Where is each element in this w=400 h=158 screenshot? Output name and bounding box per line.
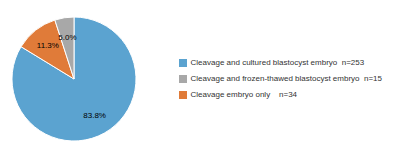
html-text:Cleavage and cultured blastocy: Cleavage and cultured blastocyst embryo … <box>190 58 365 67</box>
svg-text:5.0%: 5.0% <box>58 33 76 42</box>
svg-text:11.3%: 11.3% <box>37 41 59 50</box>
html-text:Cleavage and frozen-thawed bla: Cleavage and frozen-thawed blastocyst em… <box>190 74 382 83</box>
html-text:Cleavage embryo only n=34: Cleavage embryo only n=34 <box>190 90 298 99</box>
svg-text:83.8%: 83.8% <box>83 111 106 120</box>
